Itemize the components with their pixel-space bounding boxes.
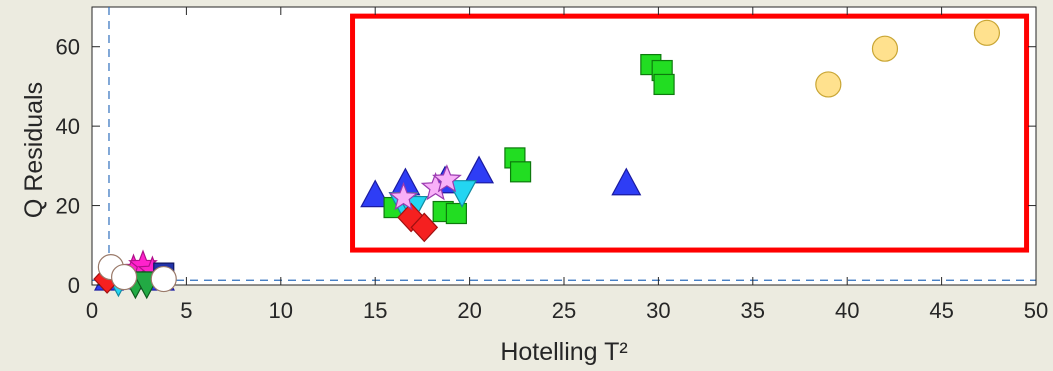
x-tick-label: 10	[269, 298, 293, 323]
x-tick-label: 0	[86, 298, 98, 323]
circle-marker	[815, 71, 842, 98]
circle-marker	[150, 265, 177, 293]
x-tick-label: 5	[180, 298, 192, 323]
threshold-lines	[92, 7, 1036, 285]
circle-marker	[871, 35, 899, 62]
star-marker	[432, 164, 462, 193]
x-axis-ticks: 0 5 10 15 20 25 30 35 40 45 50	[86, 7, 1048, 323]
circle-marker	[973, 19, 1001, 46]
y-tick-label: 0	[68, 273, 80, 298]
data-markers	[93, 19, 1001, 300]
square-marker	[653, 73, 675, 96]
triangle-down-marker	[447, 180, 478, 208]
triangle-up-marker	[611, 167, 642, 196]
x-tick-label: 40	[835, 298, 859, 323]
x-tick-label: 25	[552, 298, 576, 323]
x-tick-label: 50	[1024, 298, 1048, 323]
x-tick-label: 45	[929, 298, 953, 323]
square-marker	[445, 202, 467, 225]
x-tick-label: 20	[457, 298, 481, 323]
x-tick-label: 35	[741, 298, 765, 323]
y-tick-label: 40	[56, 114, 80, 139]
y-tick-label: 20	[56, 194, 80, 219]
triangle-up-marker	[464, 155, 495, 184]
circle-marker	[110, 263, 138, 291]
square-marker	[509, 161, 532, 183]
x-tick-label: 15	[363, 298, 387, 323]
y-axis-label: Q Residuals	[20, 82, 48, 218]
highlight-box	[350, 13, 1030, 253]
x-axis-label: Hotelling T²	[500, 338, 627, 366]
y-tick-label: 60	[56, 35, 80, 60]
x-tick-label: 30	[646, 298, 670, 323]
star-marker	[388, 181, 419, 211]
diamond-marker	[410, 212, 439, 243]
triangle-up-marker	[360, 179, 391, 208]
y-axis-ticks: 0 20 40 60	[56, 35, 1036, 298]
